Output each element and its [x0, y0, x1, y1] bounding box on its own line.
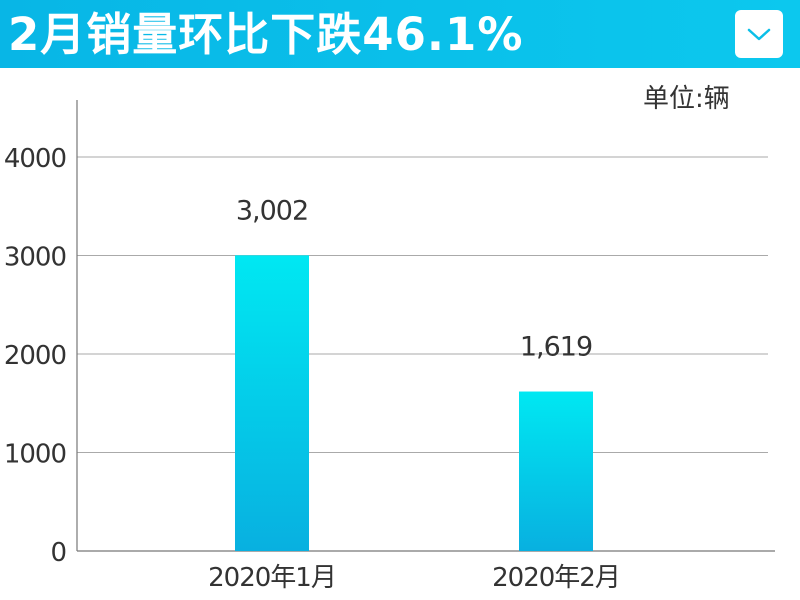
bar-1: [235, 255, 309, 552]
data-label: 1,619: [520, 332, 592, 363]
dropdown-button[interactable]: [735, 10, 783, 58]
y-tick-label: 4000: [4, 144, 66, 174]
header-bar: 2月销量环比下跌46.1%: [0, 0, 800, 68]
unit-label: 单位:辆: [643, 84, 730, 114]
y-tick-label: 3000: [4, 243, 66, 273]
chart-title: 2月销量环比下跌46.1%: [8, 8, 524, 61]
x-tick-label: 2020年2月: [492, 563, 620, 593]
bar-2: [519, 391, 593, 551]
chevron-down-icon: [747, 28, 771, 41]
data-label: 3,002: [236, 195, 308, 226]
y-tick-label: 0: [50, 538, 66, 568]
y-tick-label: 1000: [4, 440, 66, 470]
x-tick-label: 2020年1月: [208, 563, 336, 593]
y-tick-label: 2000: [4, 341, 66, 371]
